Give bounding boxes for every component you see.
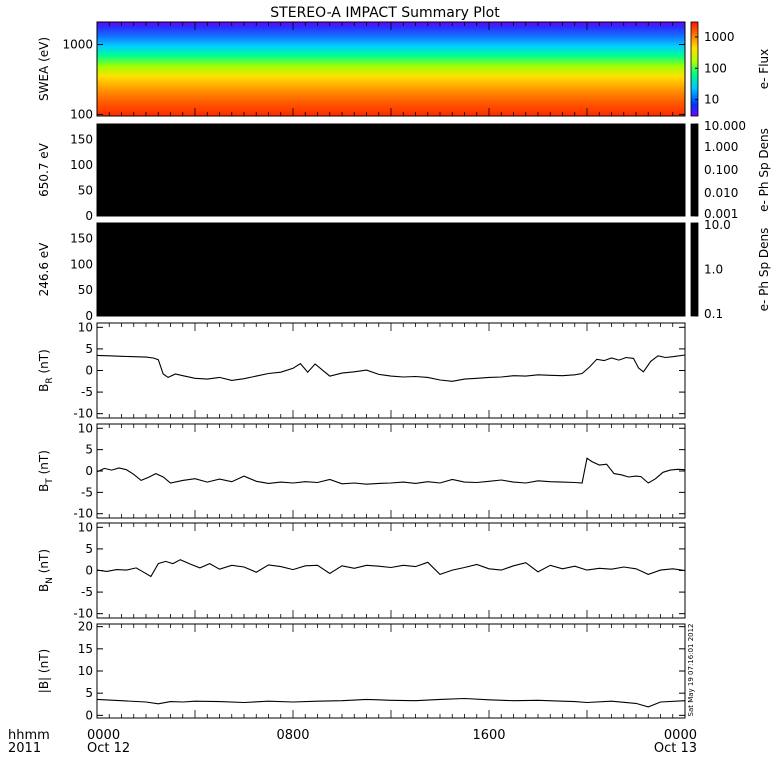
bt-series-line [96, 457, 686, 485]
pad246-colorbar-tick-label: 1.0 [704, 263, 723, 277]
br-ytick-label: -10 [73, 407, 93, 421]
bt-frame [96, 423, 686, 519]
bmag-ytick-label: 0 [85, 708, 93, 722]
br-series-line [96, 354, 686, 382]
x-tick-time-label: 0000 [664, 728, 697, 743]
pad650-colorbar-tick-label: 1.000 [704, 140, 738, 154]
pad246-spectrogram [97, 223, 685, 316]
panel-swea: 100 1000 SWEA (eV) 10 100 1000 e- Flux [37, 21, 771, 121]
bmag-ytick-label: 15 [78, 642, 93, 656]
chart-title: STEREO-A IMPACT Summary Plot [270, 5, 500, 21]
bn-ytick-label: -10 [73, 607, 93, 621]
swea-colorbar-tick-label: 10 [704, 93, 719, 107]
panel-pad650: 0 50 100 150 650.7 eV 10.000 1.000 0.100 0.010 0.… [37, 119, 771, 223]
pad246-ytick-label: 150 [70, 232, 93, 246]
bt-ytick-label: 10 [78, 421, 93, 435]
bt-ylabel: BT (nT) [37, 450, 55, 492]
br-ylabel: BR (nT) [37, 349, 55, 392]
bn-frame [96, 522, 686, 619]
bt-ytick-label: 5 [85, 443, 93, 457]
bn-ytick-label: -5 [81, 585, 93, 599]
x-tick-time-label: 0800 [276, 728, 309, 743]
bmag-series-line [96, 697, 686, 708]
swea-colorbar-frame [690, 21, 699, 117]
pad650-colorbar-tick-label: 0.100 [704, 163, 738, 177]
pad650-ylabel: 650.7 eV [37, 142, 51, 197]
panel-bt: -10 -5 0 5 10 BT (nT) [37, 421, 686, 521]
pad650-colorbar-tick-label: 0.010 [704, 186, 738, 200]
panel-br: -10 -5 0 5 10 BR (nT) [37, 320, 686, 421]
panel-pad246: 0 50 100 150 246.6 eV 10.0 1.0 0.1 e- Ph Sp Dens [37, 218, 771, 323]
panel-bmag: 0 5 10 15 20 |B| (nT) [37, 620, 686, 722]
swea-colorbar: 10 100 1000 e- Flux [690, 21, 771, 117]
br-frame [96, 322, 686, 419]
swea-colorbar-label: e- Flux [757, 49, 771, 89]
pad650-ytick-label: 150 [70, 132, 93, 146]
bt-ytick-label: -5 [81, 485, 93, 499]
timestamp-label: Sat May 19 07:16:01 2012 [687, 623, 695, 716]
swea-ytick-label: 100 [70, 107, 93, 121]
br-ytick-label: 0 [85, 364, 93, 378]
swea-ytick-label: 1000 [62, 38, 93, 52]
pad246-colorbar-label: e- Ph Sp Dens [757, 228, 771, 312]
pad650-colorbar-scale [691, 124, 698, 216]
bn-ytick-label: 0 [85, 564, 93, 578]
pad246-colorbar-scale [691, 223, 698, 316]
swea-spectrogram [97, 22, 685, 116]
pad246-colorbar-tick-label: 10.0 [704, 218, 731, 232]
x-tick-time-label: 0000 [87, 728, 120, 743]
panel-bn: -10 -5 0 5 10 BN (nT) [37, 520, 686, 621]
x-tick-date-label: Oct 12 [87, 741, 130, 756]
pad650-ytick-label: 50 [78, 183, 93, 197]
bt-ytick-label: -10 [73, 507, 93, 521]
bt-ytick-label: 0 [85, 464, 93, 478]
bmag-ytick-label: 5 [85, 686, 93, 700]
pad246-ytick-label: 0 [85, 309, 93, 323]
swea-colorbar-tick-label: 1000 [704, 30, 735, 44]
pad650-colorbar-label: e- Ph Sp Dens [757, 128, 771, 212]
bn-ylabel: BN (nT) [37, 549, 55, 592]
br-ytick-label: 5 [85, 342, 93, 356]
x-tick-date-label: Oct 13 [654, 741, 697, 756]
swea-ylabel: SWEA (eV) [37, 37, 51, 101]
swea-colorbar-scale [691, 22, 698, 116]
swea-colorbar-tick-label: 100 [704, 61, 727, 75]
pad246-colorbar: 10.0 1.0 0.1 e- Ph Sp Dens [690, 218, 771, 321]
bn-ytick-label: 10 [78, 520, 93, 534]
pad650-colorbar-tick-label: 10.000 [704, 119, 746, 133]
bmag-ylabel: |B| (nT) [37, 649, 51, 693]
bmag-ytick-label: 10 [78, 664, 93, 678]
br-ytick-label: -5 [81, 385, 93, 399]
pad650-colorbar-tick-label: 0.001 [704, 207, 738, 221]
x-row-label-top: hhmm [8, 728, 50, 743]
pad650-ytick-label: 100 [70, 158, 93, 172]
pad650-colorbar: 10.000 1.000 0.100 0.010 0.001 e- Ph Sp Dens [690, 119, 771, 221]
pad246-ylabel: 246.6 eV [37, 242, 51, 297]
bn-series-line [96, 559, 686, 578]
pad246-ytick-label: 100 [70, 257, 93, 271]
br-ytick-label: 10 [78, 320, 93, 334]
pad650-spectrogram [97, 124, 685, 216]
x-row-label-bottom: 2011 [8, 741, 41, 756]
bn-ytick-label: 5 [85, 542, 93, 556]
bmag-frame [96, 623, 686, 719]
pad650-ytick-label: 0 [85, 209, 93, 223]
x-tick-time-label: 1600 [472, 728, 505, 743]
pad246-colorbar-tick-label: 0.1 [704, 307, 723, 321]
bmag-ytick-label: 20 [78, 620, 93, 634]
pad246-ytick-label: 50 [78, 283, 93, 297]
